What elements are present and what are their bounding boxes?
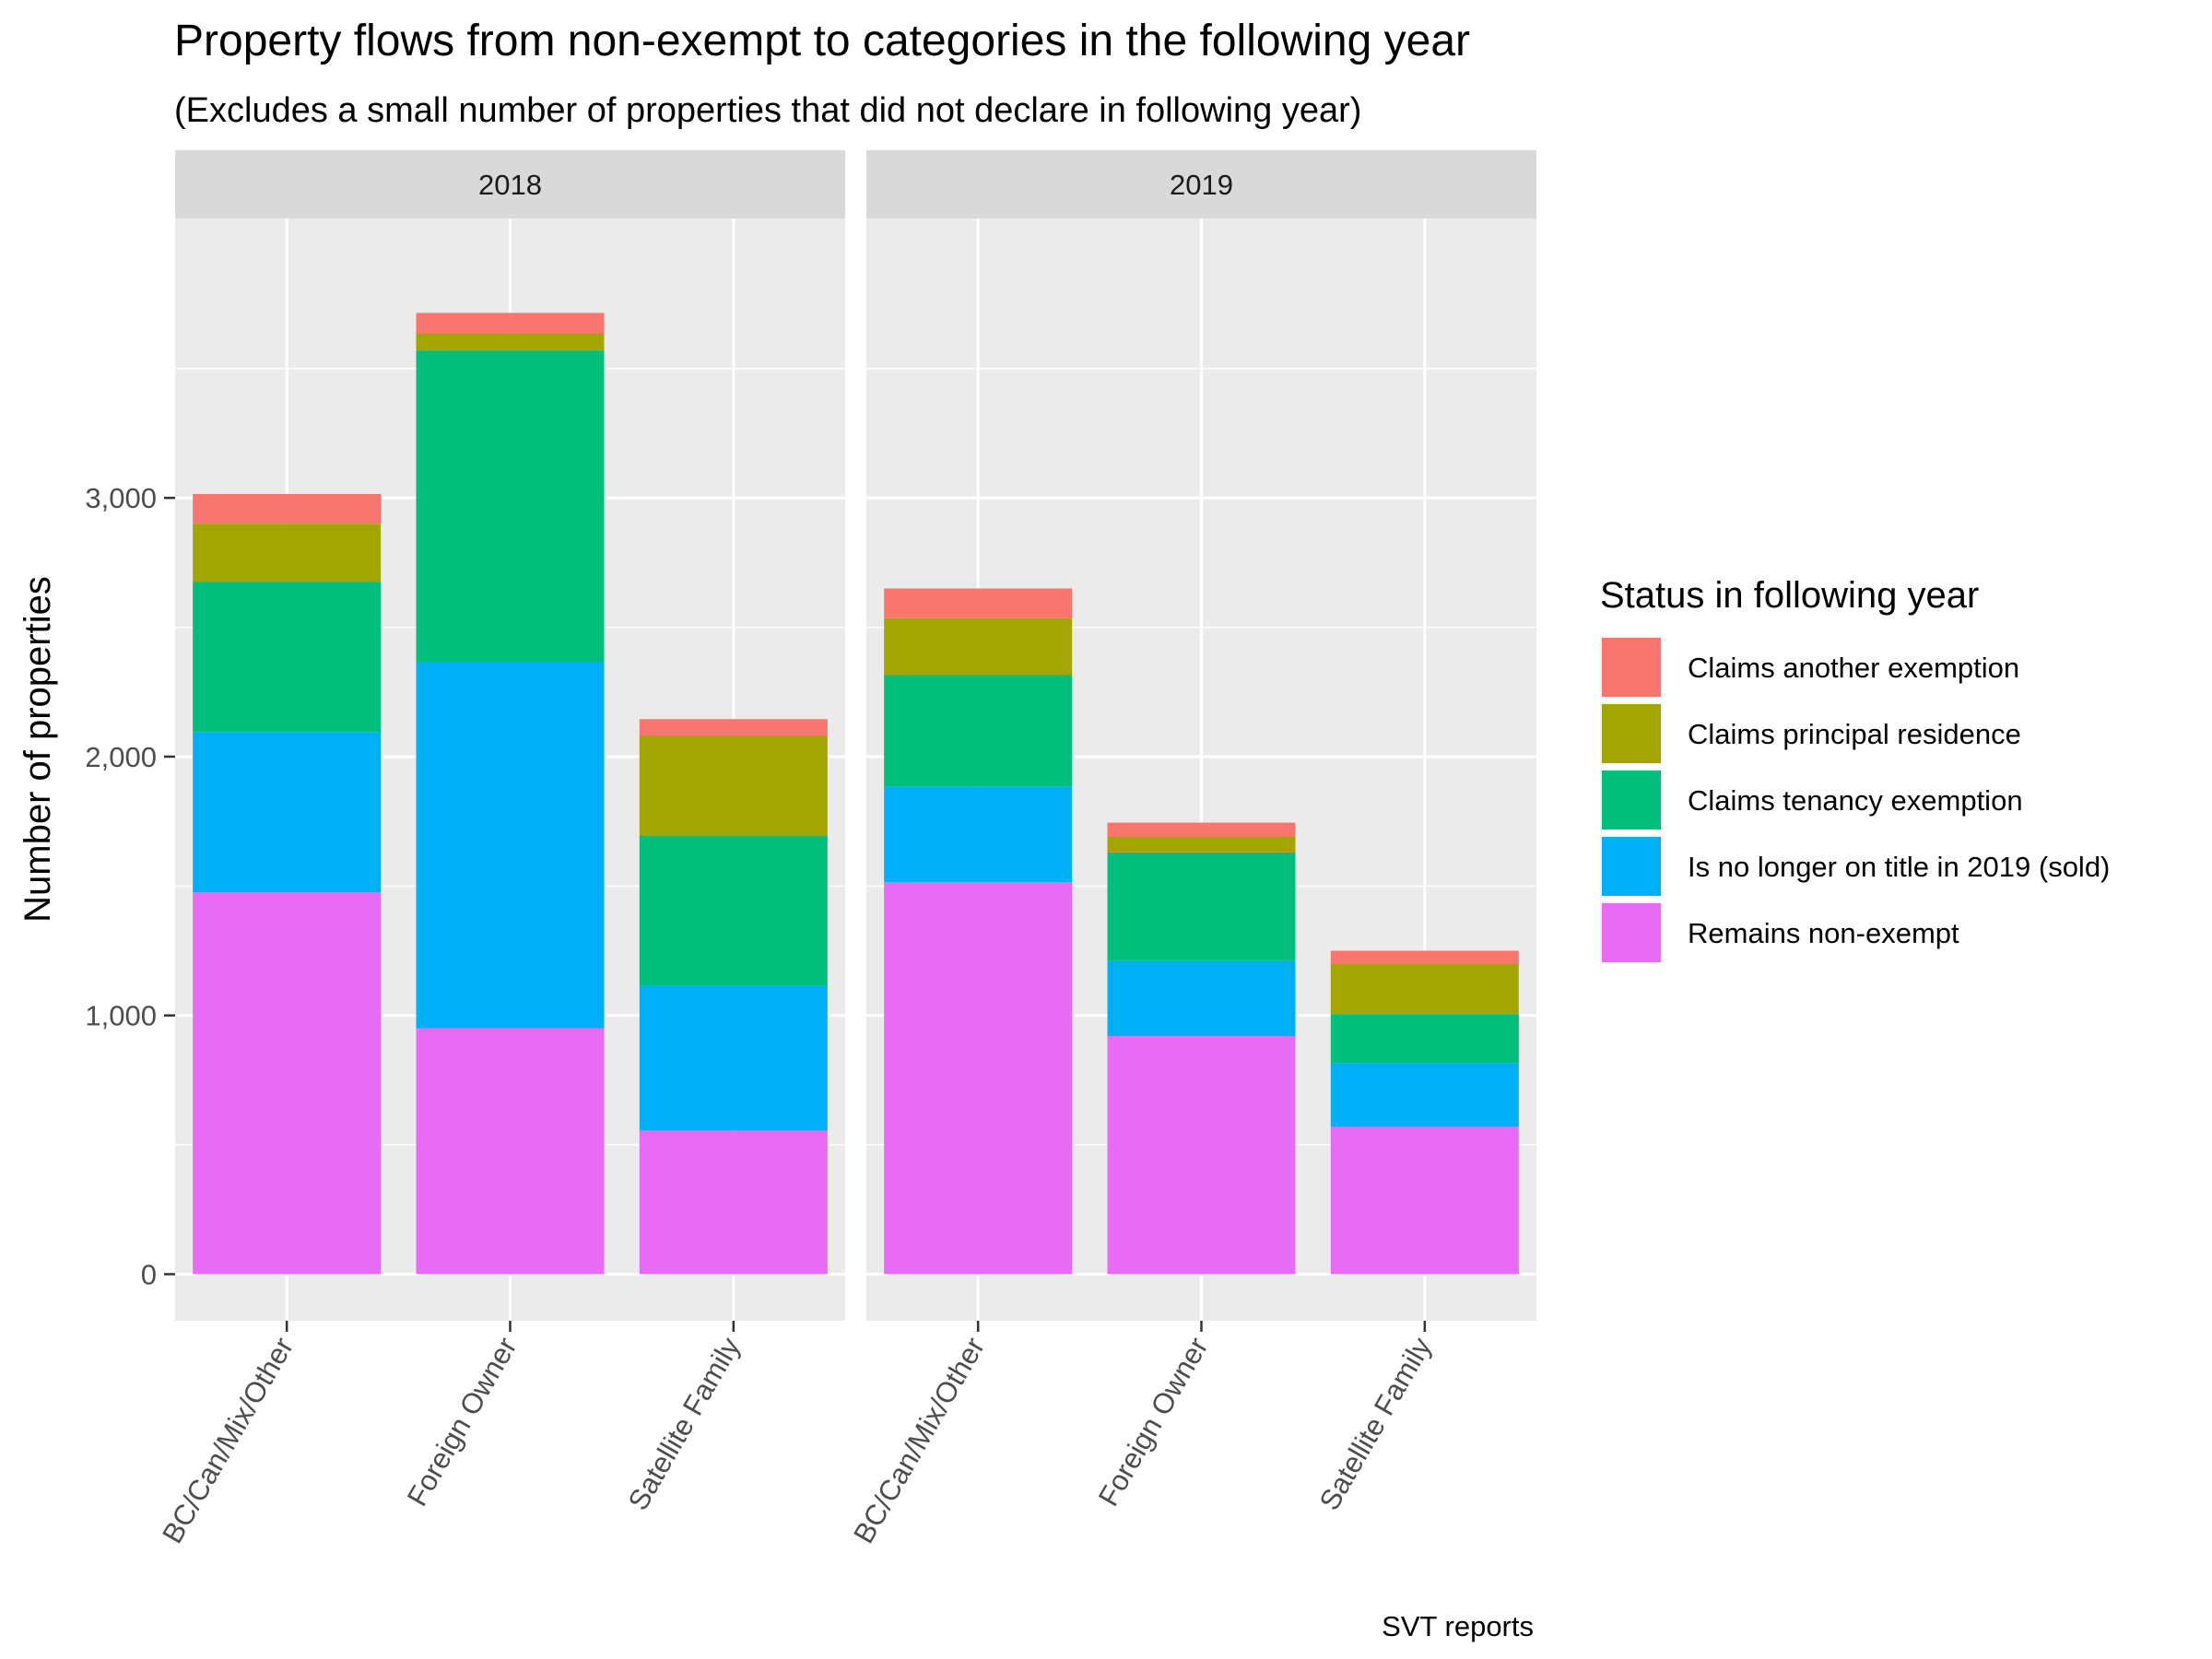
legend: Status in following year Claims another … — [1600, 575, 2110, 964]
bar-remains-non-exempt — [193, 892, 382, 1275]
legend-label: Claims another exemption — [1688, 652, 2019, 684]
legend-item-remains-non-exempt: Remains non-exempt — [1600, 901, 1959, 964]
y-tick-label: 2,000 — [85, 741, 157, 773]
bar-claims-another-exemption — [193, 494, 382, 524]
legend-swatch — [1602, 638, 1661, 697]
y-tick-label: 0 — [141, 1258, 157, 1290]
legend-item-claims-principal-residence: Claims principal residence — [1600, 702, 2021, 765]
bar-remains-non-exempt — [639, 1130, 828, 1275]
bar-remains-non-exempt — [416, 1028, 605, 1275]
panel-2019: 2019 — [866, 150, 1536, 1321]
legend-title: Status in following year — [1600, 575, 1979, 616]
legend-label: Is no longer on title in 2019 (sold) — [1688, 851, 2110, 883]
legend-swatch — [1602, 837, 1661, 896]
legend-item-is-no-longer-on-title-in-2019-sold: Is no longer on title in 2019 (sold) — [1600, 835, 2110, 898]
chart-title: Property flows from non-exempt to catego… — [174, 17, 1470, 65]
bar-claims-tenancy-exemption — [884, 675, 1073, 787]
y-tick-label: 3,000 — [85, 482, 157, 514]
bar-claims-principal-residence — [416, 333, 605, 351]
bar-claims-another-exemption — [416, 312, 605, 334]
bar-claims-tenancy-exemption — [1107, 852, 1296, 961]
bar-claims-principal-residence — [1107, 836, 1296, 853]
legend-swatch — [1602, 704, 1661, 763]
bar-is-no-longer-on-title-in-2019-sold — [1107, 960, 1296, 1037]
legend-label: Claims tenancy exemption — [1688, 784, 2023, 817]
bar-claims-another-exemption — [639, 719, 828, 736]
chart-subtitle: (Excludes a small number of properties t… — [174, 91, 1361, 130]
y-axis-label: Number of properties — [18, 576, 58, 923]
panel-2018: 2018 — [175, 150, 845, 1321]
facet-label: 2019 — [1170, 169, 1233, 201]
legend-swatch — [1602, 771, 1661, 830]
legend-label: Remains non-exempt — [1688, 917, 1959, 949]
bar-is-no-longer-on-title-in-2019-sold — [193, 732, 382, 893]
legend-items: Claims another exemption Claims principal… — [1600, 636, 2110, 964]
bar-claims-principal-residence — [1330, 963, 1519, 1015]
bar-remains-non-exempt — [1330, 1126, 1519, 1275]
bar-claims-tenancy-exemption — [416, 350, 605, 663]
panels-layer: 2018 2019 — [175, 150, 1536, 1321]
bar-claims-principal-residence — [639, 735, 828, 836]
facet-label: 2018 — [478, 169, 542, 201]
legend-item-claims-tenancy-exemption: Claims tenancy exemption — [1600, 769, 2023, 831]
legend-label: Claims principal residence — [1688, 718, 2021, 750]
bar-claims-principal-residence — [884, 618, 1073, 676]
bar-claims-another-exemption — [884, 588, 1073, 618]
bar-claims-another-exemption — [1107, 822, 1296, 837]
bar-remains-non-exempt — [884, 882, 1073, 1275]
bar-claims-tenancy-exemption — [639, 835, 828, 986]
bar-is-no-longer-on-title-in-2019-sold — [884, 786, 1073, 883]
y-axis: 0 1,000 2,000 3,000 — [85, 482, 175, 1290]
facet-strip — [866, 150, 1536, 218]
bar-remains-non-exempt — [1107, 1036, 1296, 1275]
facet-strip — [175, 150, 845, 218]
bar-claims-tenancy-exemption — [193, 582, 382, 733]
legend-swatch — [1602, 903, 1661, 962]
bar-is-no-longer-on-title-in-2019-sold — [639, 985, 828, 1131]
bar-claims-another-exemption — [1330, 950, 1519, 964]
bar-claims-tenancy-exemption — [1330, 1014, 1519, 1064]
bar-claims-principal-residence — [193, 524, 382, 582]
legend-item-claims-another-exemption: Claims another exemption — [1600, 636, 2019, 699]
bar-is-no-longer-on-title-in-2019-sold — [1330, 1063, 1519, 1127]
bar-is-no-longer-on-title-in-2019-sold — [416, 662, 605, 1029]
chart-caption: SVT reports — [1382, 1610, 1534, 1642]
y-tick-label: 1,000 — [85, 1000, 157, 1032]
